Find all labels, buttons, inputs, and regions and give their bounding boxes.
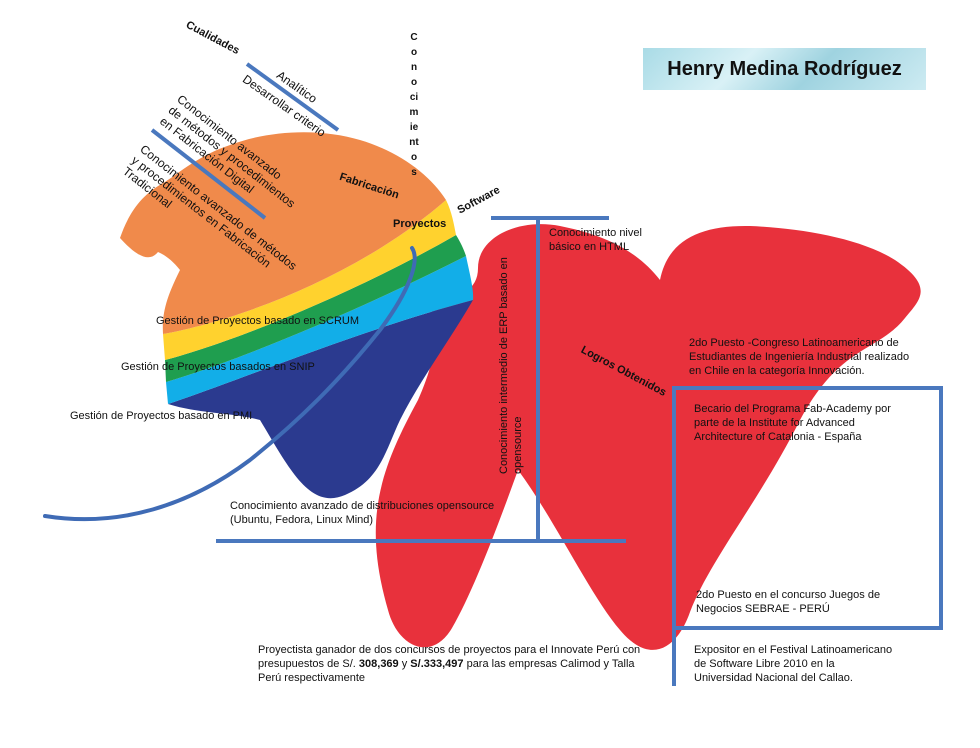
helmet-cyan-band <box>166 256 474 404</box>
software-erp: Conocimiento intermedio de ERP basado en… <box>497 257 525 474</box>
software-os-line-2: (Ubuntu, Fedora, Linux Mind) <box>230 514 374 526</box>
logro-festival-line-2: de Software Libre 2010 en la <box>694 658 835 670</box>
software-html: Conocimiento nivel básico en HTML <box>549 226 642 254</box>
helmet-swoosh-curve <box>43 246 417 522</box>
helmet-green-band <box>165 235 466 382</box>
logro-sebrae-line-2: Negocios SEBRAE - PERÚ <box>696 603 830 615</box>
helmet-yellow-band <box>163 200 456 360</box>
innovate-line2-pre: presupuestos de S/. <box>258 658 359 670</box>
logro-sebrae: 2do Puesto en el concurso Juegos de Nego… <box>696 588 880 616</box>
logro-congreso-line-2: Estudiantes de Ingeniería Industrial rea… <box>689 351 910 363</box>
logro-innovate: Proyectista ganador de dos concursos de … <box>258 643 640 685</box>
software-html-line-1: Conocimiento nivel <box>549 227 642 239</box>
innovate-amount-1: 308,369 <box>358 658 399 670</box>
heading-conocimientos: Conocimientos <box>409 32 419 178</box>
innovate-line2-post: para las empresas Calimod y Talla <box>463 658 635 670</box>
logro-festival-line-3: Universidad Nacional del Callao. <box>694 672 853 684</box>
logro-congreso-line-1: 2do Puesto -Congreso Latinoamericano de <box>689 337 899 349</box>
logro-festival-line-1: Expositor en el Festival Latinoamericano <box>694 644 893 656</box>
logro-becario: Becario del Programa Fab-Academy por par… <box>694 402 891 444</box>
logro-innovate-line-3: Perú respectivamente <box>258 672 365 684</box>
innovate-line2-mid: y <box>398 658 411 670</box>
logro-congreso-line-3: en Chile en la categoría Innovación. <box>689 365 865 377</box>
proyectos-scrum: Gestión de Proyectos basado en SCRUM <box>156 315 359 327</box>
logro-innovate-line-2: presupuestos de S/. 308,369 y S/.333,497… <box>258 657 640 671</box>
logro-congreso: 2do Puesto -Congreso Latinoamericano de … <box>689 336 909 378</box>
logro-innovate-line-1: Proyectista ganador de dos concursos de … <box>258 644 641 656</box>
proyectos-pmi: Gestión de Proyectos basado en PMI <box>70 410 253 422</box>
software-os-line-1: Conocimiento avanzado de distribuciones … <box>230 500 495 512</box>
proyectos-snip: Gestión de Proyectos basados en SNIP <box>121 361 315 373</box>
helmet-orange-top <box>120 132 446 334</box>
logro-becario-line-1: Becario del Programa Fab-Academy por <box>694 403 891 415</box>
innovate-amount-2: S/.333,497 <box>410 658 464 670</box>
software-opensource: Conocimiento avanzado de distribuciones … <box>230 499 494 527</box>
red-w-shape <box>375 224 921 650</box>
heading-proyectos: Proyectos <box>393 218 447 230</box>
software-erp-line-2: opensource <box>512 416 524 475</box>
title-banner: Henry Medina Rodríguez <box>643 48 926 90</box>
software-html-line-2: básico en HTML <box>549 241 630 253</box>
logro-sebrae-line-1: 2do Puesto en el concurso Juegos de <box>696 589 881 601</box>
page-title: Henry Medina Rodríguez <box>667 57 902 80</box>
logro-becario-line-3: Architecture of Catalonia - España <box>694 431 862 443</box>
connector-lines <box>150 62 943 686</box>
logro-festival: Expositor en el Festival Latinoamericano… <box>694 643 892 685</box>
software-erp-line-1: Conocimiento intermedio de ERP basado en <box>498 257 510 474</box>
logro-becario-line-2: parte de la Institute for Advanced <box>694 417 855 429</box>
